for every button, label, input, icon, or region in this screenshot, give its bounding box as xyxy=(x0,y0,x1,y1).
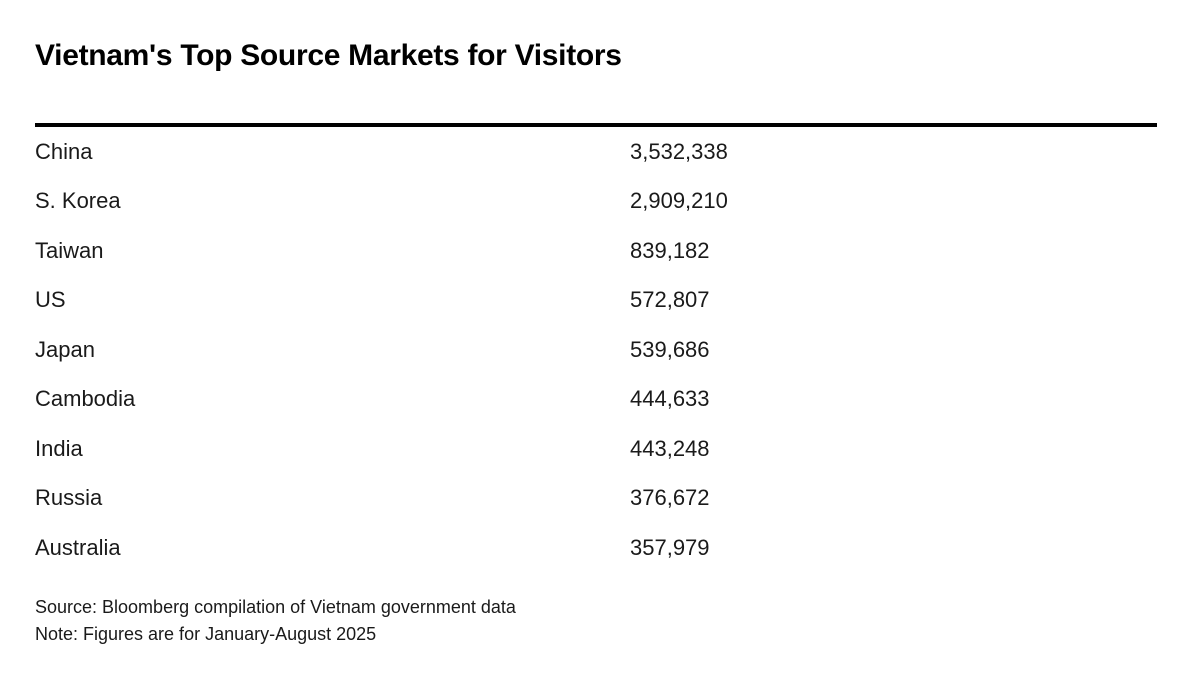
table-row: Australia 357,979 xyxy=(35,523,1157,573)
market-label: Australia xyxy=(35,534,121,560)
visitor-count: 539,686 xyxy=(630,336,710,362)
chart-container: Vietnam's Top Source Markets for Visitor… xyxy=(35,39,1157,648)
source-text: Source: Bloomberg compilation of Vietnam… xyxy=(35,596,516,617)
table-row: US 572,807 xyxy=(35,276,1157,326)
visitor-count: 444,633 xyxy=(630,386,710,412)
header-rule-divider xyxy=(35,123,1157,127)
table-row: China 3,532,338 xyxy=(35,127,1157,177)
chart-footer: Source: Bloomberg compilation of Vietnam… xyxy=(35,594,1157,648)
note-text: Note: Figures are for January-August 202… xyxy=(35,623,377,644)
market-label: S. Korea xyxy=(35,188,121,214)
table-row: Japan 539,686 xyxy=(35,325,1157,375)
page-title: Vietnam's Top Source Markets for Visitor… xyxy=(35,39,622,72)
table-row: Cambodia 444,633 xyxy=(35,375,1157,425)
visitor-count: 839,182 xyxy=(630,237,710,263)
market-label: China xyxy=(35,138,93,164)
market-label: Russia xyxy=(35,485,103,511)
visitor-count: 376,672 xyxy=(630,485,710,511)
market-label: Japan xyxy=(35,336,95,362)
visitor-count: 3,532,338 xyxy=(630,138,728,164)
market-label: India xyxy=(35,435,83,461)
visitor-count: 443,248 xyxy=(630,435,710,461)
table-row: Russia 376,672 xyxy=(35,474,1157,524)
market-label: Taiwan xyxy=(35,237,104,263)
markets-table-body: China 3,532,338 S. Korea 2,909,210 Taiwa… xyxy=(35,127,1157,573)
table-row: S. Korea 2,909,210 xyxy=(35,177,1157,227)
visitor-count: 357,979 xyxy=(630,534,710,560)
visitor-count: 572,807 xyxy=(630,287,710,313)
table-row: Taiwan 839,182 xyxy=(35,226,1157,276)
visitor-count: 2,909,210 xyxy=(630,188,728,214)
market-label: Cambodia xyxy=(35,386,136,412)
market-label: US xyxy=(35,287,66,313)
table-row: India 443,248 xyxy=(35,424,1157,474)
